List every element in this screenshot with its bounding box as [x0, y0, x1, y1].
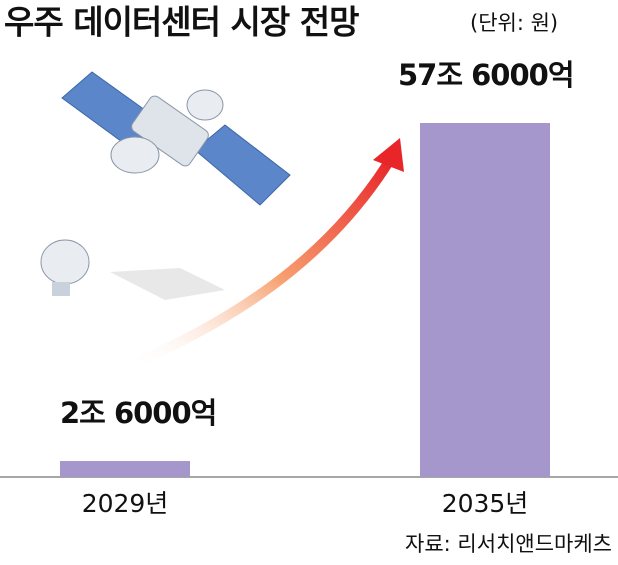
chart-title: 우주 데이터센터 시장 전망 — [4, 3, 359, 42]
satellite-illustration — [40, 71, 291, 300]
trend-arrow — [128, 157, 395, 370]
chart-subtitle: (단위: 원) — [470, 11, 558, 35]
bar — [60, 461, 190, 477]
value-label: 57조 6000억 — [398, 58, 574, 92]
source: 자료: 리서치앤드마케츠 — [405, 532, 612, 556]
bar — [420, 123, 550, 477]
value-label: 2조 6000억 — [60, 396, 216, 430]
arrow-head — [373, 138, 404, 172]
x-tick-label: 2029년 — [82, 489, 169, 518]
x-tick-label: 2035년 — [442, 489, 529, 518]
